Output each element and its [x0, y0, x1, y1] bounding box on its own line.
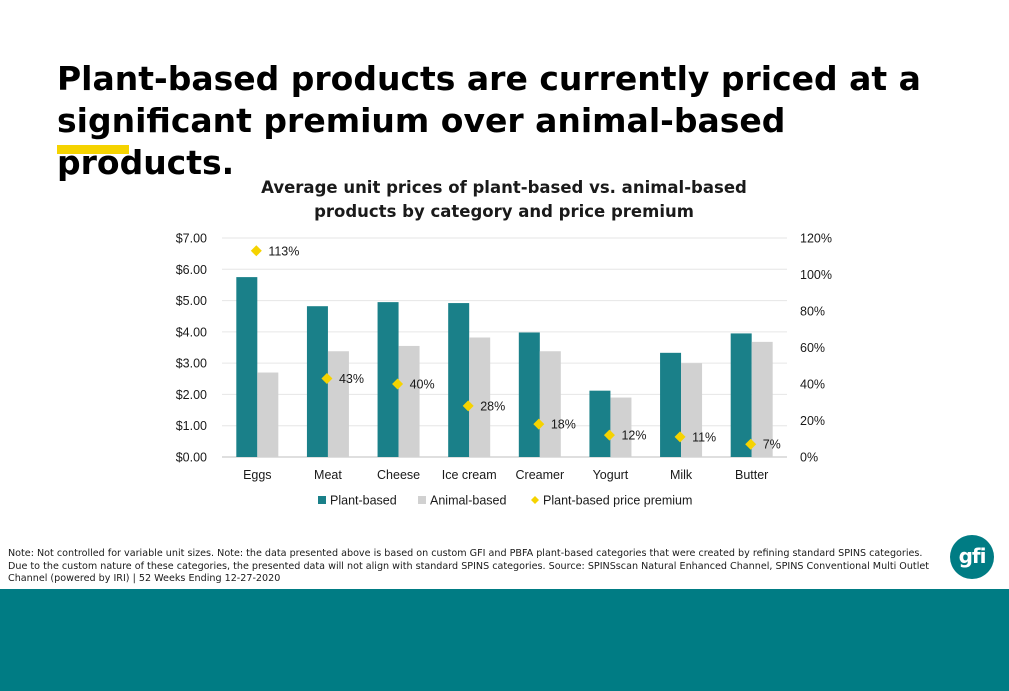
premium-marker	[745, 438, 757, 450]
y-left-tick-label: $4.00	[176, 325, 207, 339]
premium-data-label: 40%	[410, 378, 435, 392]
premium-data-label: 12%	[621, 429, 646, 443]
premium-data-label: 113%	[268, 244, 299, 258]
page-title-line-1: Plant-based products are currently price…	[57, 59, 921, 98]
premium-data-label: 7%	[763, 438, 781, 452]
premium-marker	[533, 418, 545, 430]
footnote: Note: Not controlled for variable unit s…	[8, 548, 930, 584]
bar-plant-based	[448, 303, 470, 457]
y-right-tick-label: 40%	[800, 378, 825, 392]
legend-swatch-plant-based	[318, 496, 326, 504]
bar-animal-based	[681, 363, 703, 457]
y-left-tick-label: $1.00	[176, 419, 207, 433]
x-tick-label: Meat	[314, 468, 342, 482]
x-tick-label: Cheese	[377, 468, 420, 482]
chart-title: Average unit prices of plant-based vs. a…	[244, 176, 764, 224]
legend-label: Animal-based	[430, 494, 506, 508]
bar-animal-based	[610, 397, 632, 457]
y-right-tick-label: 20%	[800, 414, 825, 428]
y-right-tick-label: 0%	[800, 451, 818, 465]
premium-data-label: 11%	[692, 430, 716, 444]
legend-label: Plant-based	[330, 494, 397, 508]
page-title: Plant-based products are currently price…	[57, 58, 957, 184]
legend-label: Plant-based price premium	[543, 494, 692, 508]
legend-swatch-premium	[531, 496, 539, 504]
premium-marker	[674, 431, 686, 443]
y-left-tick-label: $3.00	[176, 357, 207, 371]
x-tick-label: Butter	[735, 468, 768, 482]
title-accent-bar	[57, 145, 129, 154]
x-tick-label: Milk	[670, 468, 693, 482]
y-left-tick-label: $5.00	[176, 294, 207, 308]
premium-marker	[321, 373, 333, 385]
x-tick-label: Eggs	[243, 468, 272, 482]
bar-plant-based	[730, 333, 752, 457]
y-left-tick-label: $6.00	[176, 263, 207, 277]
y-right-tick-label: 120%	[800, 232, 832, 246]
premium-marker	[462, 400, 474, 412]
y-right-tick-label: 100%	[800, 268, 832, 282]
chart-title-line-2: products by category and price premium	[314, 202, 694, 221]
chart-title-line-1: Average unit prices of plant-based vs. a…	[261, 178, 747, 197]
bar-plant-based	[660, 352, 682, 457]
bar-animal-based	[751, 341, 773, 457]
premium-data-label: 43%	[339, 372, 364, 386]
legend-swatch-animal-based	[418, 496, 426, 504]
bar-animal-based	[327, 351, 349, 457]
bar-animal-based	[398, 345, 420, 457]
x-tick-label: Ice cream	[442, 468, 497, 482]
premium-marker	[250, 245, 262, 257]
gfi-logo: gfi	[950, 535, 994, 579]
x-tick-label: Yogurt	[593, 468, 629, 482]
bar-plant-based	[518, 332, 540, 457]
x-tick-label: Creamer	[516, 468, 565, 482]
premium-marker	[392, 378, 404, 390]
y-left-tick-label: $0.00	[176, 451, 207, 465]
bar-plant-based	[377, 302, 399, 457]
premium-marker	[603, 429, 615, 441]
premium-data-label: 28%	[480, 399, 505, 413]
bar-animal-based	[469, 337, 491, 457]
bar-plant-based	[589, 390, 611, 457]
bar-animal-based	[539, 351, 561, 457]
y-right-tick-label: 80%	[800, 305, 825, 319]
page-title-line-2: significant premium over animal-based pr…	[57, 101, 786, 182]
premium-data-label: 18%	[551, 418, 576, 432]
price-comparison-chart: $0.00 $1.00 $2.00 $3.00 $4.00 $5.00 $6.00 $7.00…	[176, 232, 832, 508]
bar-animal-based	[257, 372, 279, 457]
footer-band	[0, 589, 1009, 691]
y-left-tick-label: $7.00	[176, 232, 207, 246]
bar-plant-based	[236, 277, 258, 457]
bar-plant-based	[306, 306, 328, 457]
y-right-tick-label: 60%	[800, 341, 825, 355]
y-left-tick-label: $2.00	[176, 388, 207, 402]
